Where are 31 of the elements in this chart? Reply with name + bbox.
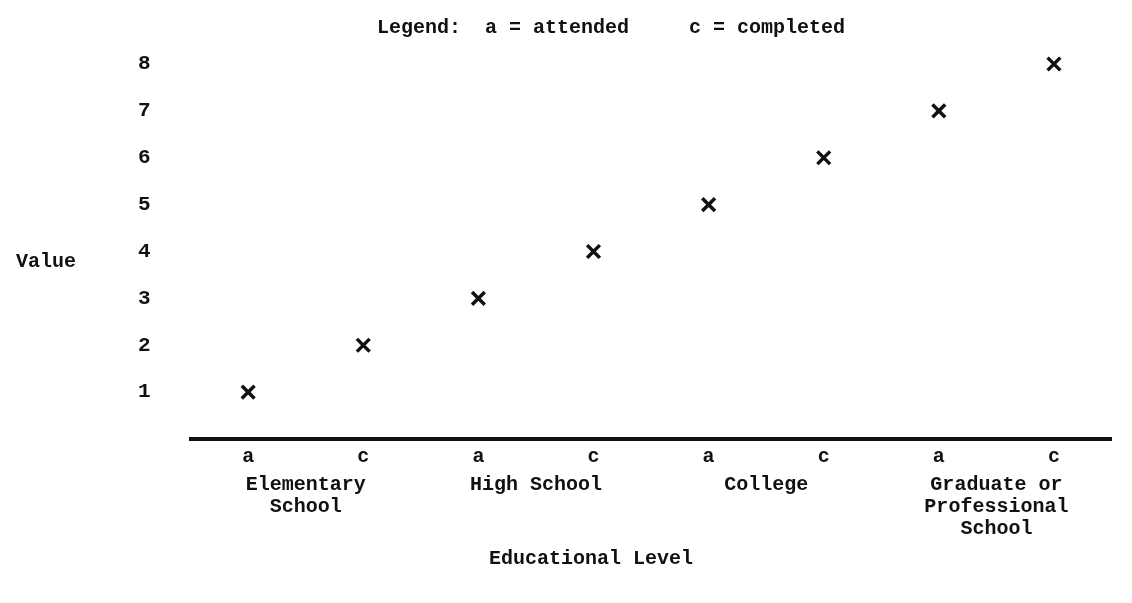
x-tick-label: a (932, 445, 945, 469)
text: High School (469, 473, 602, 497)
point (355, 337, 372, 354)
y-tick-label: 3 (137, 286, 151, 310)
x-tick-label: c (357, 445, 370, 469)
y-tick-label: 7 (137, 99, 151, 123)
y-tick-label: 2 (137, 333, 151, 357)
point (700, 196, 717, 213)
point (240, 384, 257, 401)
y-tick-label: 8 (137, 52, 151, 76)
point (585, 243, 602, 260)
y-axis-title: Value (16, 249, 77, 273)
y-tick-label: 6 (137, 146, 151, 170)
x-tick-label: c (1047, 445, 1060, 469)
x-tick-label: c (817, 445, 830, 469)
point (930, 102, 947, 119)
y-tick-label: 1 (137, 380, 151, 404)
chart-title: Legend: a = attended c = completed (376, 16, 846, 40)
y-tick-label: 5 (137, 192, 151, 216)
y-tick-label: 4 (137, 239, 151, 263)
text: Elementary School (245, 473, 366, 519)
text: College (724, 473, 809, 497)
x-tick-label: a (472, 445, 485, 469)
x-tick-label: a (702, 445, 715, 469)
point (815, 149, 832, 166)
point (1045, 55, 1063, 73)
x-axis-title: Educational Level (489, 547, 694, 571)
point (470, 290, 487, 307)
x-tick-label: c (587, 445, 600, 469)
x-tick-label: a (242, 445, 255, 469)
text: Graduate or Professional School (924, 473, 1069, 541)
